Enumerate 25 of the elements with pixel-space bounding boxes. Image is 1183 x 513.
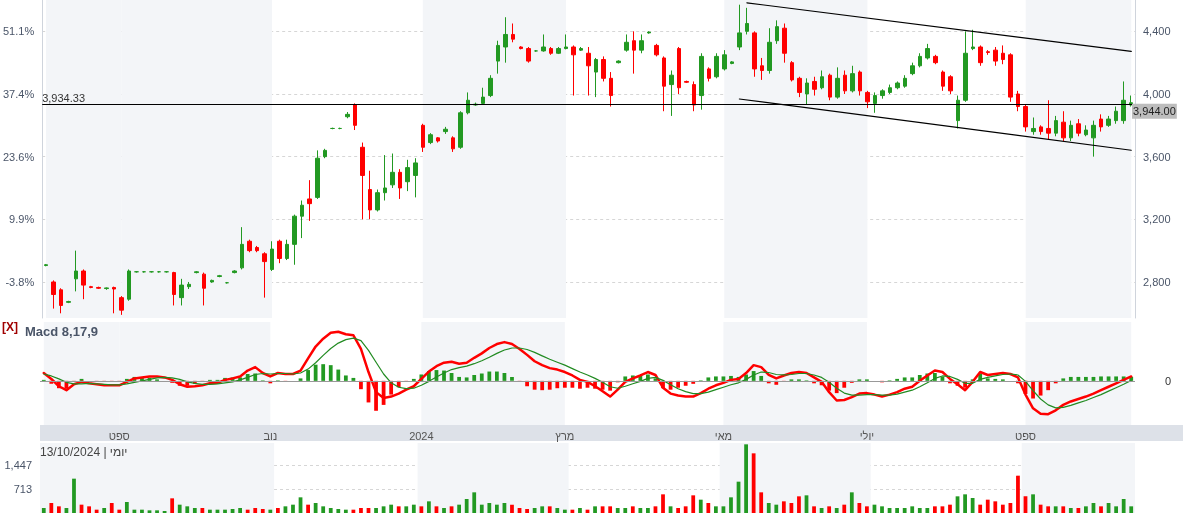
y-tick-label: 3,200 bbox=[1143, 213, 1171, 226]
y-tick-label: 3,600 bbox=[1143, 150, 1171, 163]
y2-tick-label: 51.1% bbox=[2, 25, 35, 38]
text: [X] bbox=[2, 320, 18, 334]
y-tick-label: 1,447 bbox=[4, 458, 32, 471]
ref-line-label: 0 bbox=[1165, 374, 1172, 387]
y-tick-label: 4,000 bbox=[1143, 87, 1171, 100]
y2-tick-label: 23.6% bbox=[2, 150, 35, 163]
y-tick-label: 713 bbox=[13, 483, 32, 496]
x-tick-label: ספט bbox=[108, 429, 130, 442]
annotation: יומי | 13/10/2024 bbox=[40, 445, 128, 459]
y2-tick-label: -3.8% bbox=[5, 275, 35, 288]
y2-tick-label: 9.9% bbox=[9, 213, 35, 226]
x-tick-label: מרץ bbox=[555, 429, 575, 442]
x-tick-label: נוב bbox=[263, 429, 278, 442]
chart-title: Macd 8,17,9 bbox=[25, 324, 98, 339]
x-tick-label: ספט bbox=[1015, 429, 1036, 442]
x-tick-label: מאי bbox=[714, 429, 733, 442]
x-tick-label: 2024 bbox=[409, 429, 434, 442]
y-tick-label: 4,400 bbox=[1143, 25, 1171, 38]
x-tick-label: יולי bbox=[859, 429, 875, 442]
y-tick-label: 2,800 bbox=[1143, 275, 1171, 288]
y2-tick-label: 37.4% bbox=[2, 87, 35, 100]
annotation: 3,944.00 bbox=[1133, 105, 1176, 118]
ref-line-label: 3,934.33 bbox=[42, 91, 86, 104]
